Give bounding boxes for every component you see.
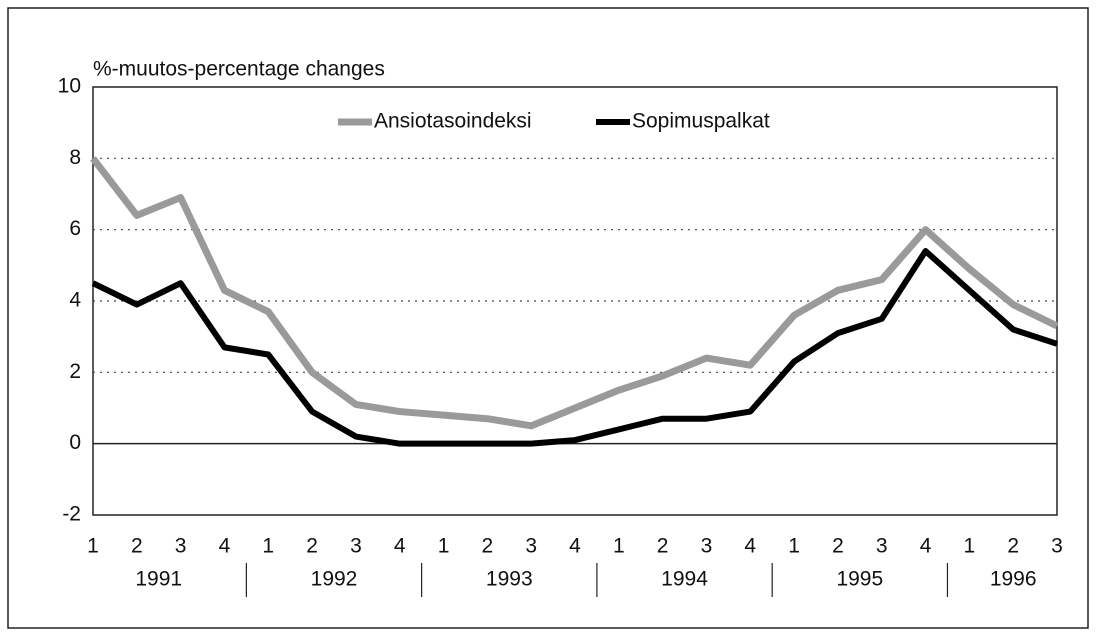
y-tick-label: 0 bbox=[69, 431, 81, 454]
x-group-label: 1991 bbox=[135, 568, 182, 591]
x-group-label: 1992 bbox=[311, 568, 358, 591]
frame bbox=[7, 7, 1089, 629]
series-line bbox=[91, 248, 1058, 447]
x-group-label: 1993 bbox=[486, 568, 533, 591]
x-tick-label: 1 bbox=[438, 535, 450, 558]
x-tick-label: 1 bbox=[87, 535, 99, 558]
series-line bbox=[90, 156, 1059, 430]
y-axis-label: %-muutos-percentage changes bbox=[93, 58, 385, 81]
x-tick-label: 3 bbox=[175, 535, 187, 558]
x-tick-label: 4 bbox=[219, 535, 231, 558]
x-tick-label: 2 bbox=[306, 535, 318, 558]
x-tick-label: 1 bbox=[613, 535, 625, 558]
x-tick-label: 3 bbox=[876, 535, 888, 558]
x-tick-label: 3 bbox=[1051, 535, 1063, 558]
x-tick-label: 2 bbox=[482, 535, 494, 558]
x-group-label: 1995 bbox=[836, 568, 883, 591]
x-tick-label: 3 bbox=[701, 535, 713, 558]
x-group-label: 1996 bbox=[990, 568, 1037, 591]
x-tick-label: 1 bbox=[964, 535, 976, 558]
legend-label: Ansiotasoindeksi bbox=[374, 110, 532, 133]
x-group-label: 1994 bbox=[661, 568, 708, 591]
y-tick-label: 10 bbox=[58, 75, 81, 98]
x-tick-label: 2 bbox=[657, 535, 669, 558]
x-tick-label: 4 bbox=[744, 535, 756, 558]
x-tick-label: 3 bbox=[350, 535, 362, 558]
x-tick-label: 4 bbox=[394, 535, 406, 558]
y-tick-label: 8 bbox=[69, 146, 81, 169]
x-tick-label: 1 bbox=[788, 535, 800, 558]
y-tick-label: 4 bbox=[69, 289, 81, 312]
x-tick-label: 2 bbox=[131, 535, 143, 558]
x-tick-label: 1 bbox=[262, 535, 274, 558]
y-tick-label: 6 bbox=[69, 217, 81, 240]
y-tick-label: 2 bbox=[69, 360, 81, 383]
x-tick-label: 2 bbox=[832, 535, 844, 558]
x-tick-label: 2 bbox=[1007, 535, 1019, 558]
x-tick-label: 4 bbox=[920, 535, 932, 558]
legend-label: Sopimuspalkat bbox=[632, 110, 770, 133]
y-tick-label: -2 bbox=[62, 503, 81, 526]
x-tick-label: 4 bbox=[569, 535, 581, 558]
x-tick-label: 3 bbox=[525, 535, 537, 558]
